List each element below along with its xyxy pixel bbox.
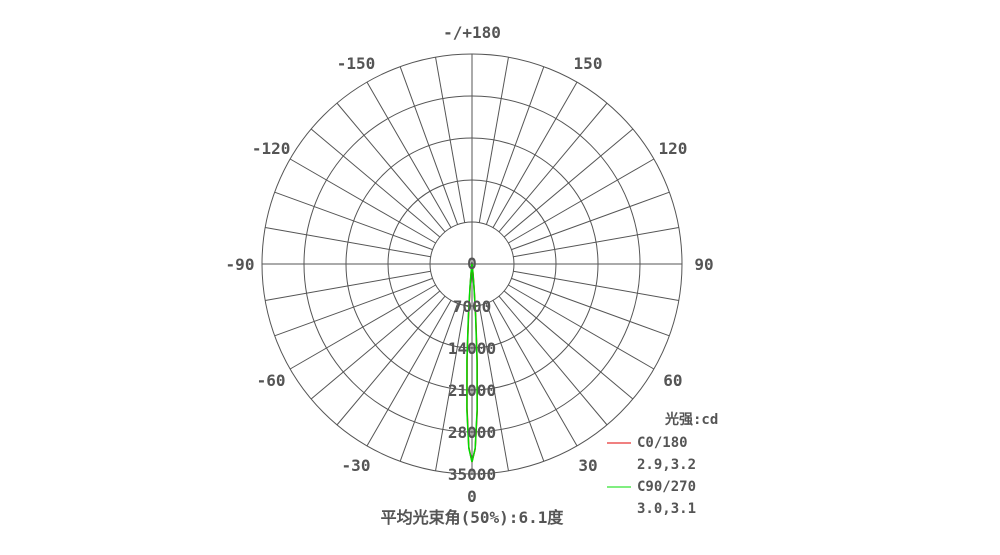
ring-circle: [303, 95, 641, 433]
ring-circle: [429, 221, 515, 307]
radial-label: 35000: [448, 465, 496, 484]
legend-series-name-c0-180: C0/180: [637, 435, 688, 451]
ring-circle: [387, 179, 557, 349]
polar-grid: [261, 53, 683, 475]
angle-label: 150: [574, 54, 603, 73]
angle-label: -90: [226, 255, 255, 274]
angle-label: -120: [252, 139, 291, 158]
angle-label: 60: [663, 371, 682, 390]
angle-label: -30: [342, 456, 371, 475]
chart-title: 平均光束角(50%):6.1度: [381, 508, 565, 527]
legend-series-name-c90-270: C90/270: [637, 479, 696, 495]
radial-label: 0: [467, 254, 477, 273]
radial-label: 14000: [448, 339, 496, 358]
radial-label: 7000: [453, 297, 492, 316]
legend-unit-label: 光强:cd: [664, 411, 718, 428]
legend-series-beam-c90-270: 3.0,3.1: [637, 501, 696, 517]
legend-series-beam-c0-180: 2.9,3.2: [637, 457, 696, 473]
angle-label: -150: [337, 54, 376, 73]
intensity-curves: [466, 263, 478, 463]
angle-label: 120: [658, 139, 687, 158]
angle-label: 90: [694, 255, 713, 274]
angle-label: 0: [467, 487, 477, 506]
angle-label: 30: [578, 456, 597, 475]
series-curve-c90-270: [466, 263, 478, 463]
angle-label: -60: [257, 371, 286, 390]
ring-circle: [261, 53, 683, 475]
radial-label: 21000: [448, 381, 496, 400]
axis-labels: 0 30 60 90 120 150 -/+180 -150 -120 -90 -60 -30 0 700…: [226, 23, 714, 506]
legend: 光强:cd C0/180 2.9,3.2 C90/270 3.0,3.1: [607, 411, 718, 517]
ring-circle: [345, 137, 599, 391]
radial-label: 28000: [448, 423, 496, 442]
angle-label: -/+180: [443, 23, 501, 42]
